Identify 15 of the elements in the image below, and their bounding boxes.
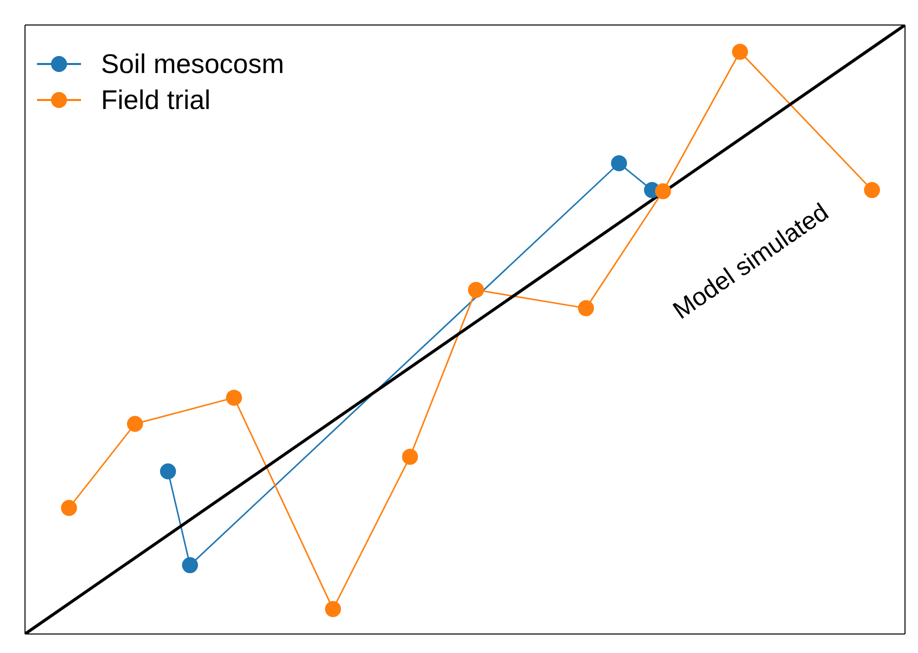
point [578,300,594,316]
point [468,282,484,298]
legend-label: Field trial [101,84,211,116]
point [160,463,176,480]
point [655,183,671,200]
point [732,44,748,60]
point [61,500,77,516]
point [864,182,880,198]
point [402,448,418,465]
point [127,416,143,432]
legend-label: Soil mesocosm [101,48,284,80]
point [182,557,198,574]
point [226,390,242,406]
point [611,155,627,172]
point [325,601,341,618]
